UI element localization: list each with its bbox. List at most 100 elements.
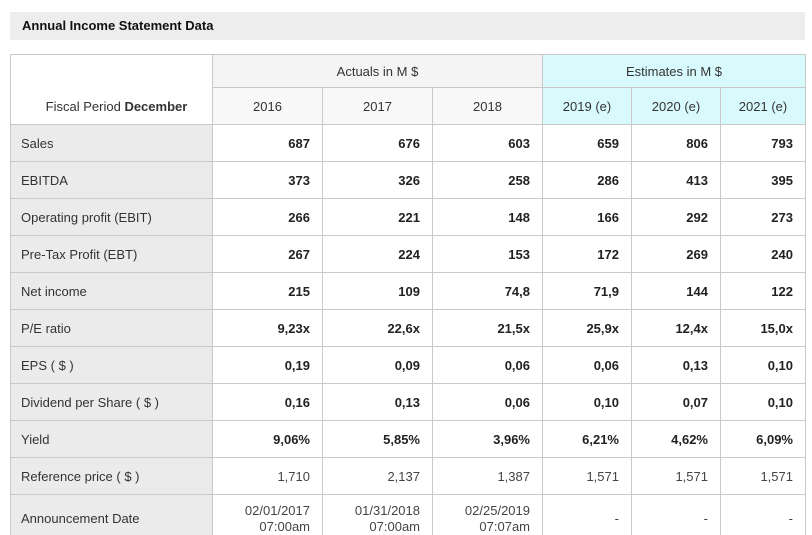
cell-value: 267: [212, 235, 323, 273]
row-label: Net income: [10, 272, 213, 310]
cell-value: 603: [432, 124, 543, 162]
cell-value: 0,16: [212, 383, 323, 421]
cell-value: 292: [631, 198, 721, 236]
cell-value: 144: [631, 272, 721, 310]
cell-value: 687: [212, 124, 323, 162]
cell-value: 122: [720, 272, 806, 310]
cell-value: 02/01/2017 07:00am: [212, 494, 323, 535]
row-label: EBITDA: [10, 161, 213, 199]
cell-value: 215: [212, 272, 323, 310]
cell-value: 5,85%: [322, 420, 433, 458]
cell-value: 0,19: [212, 346, 323, 384]
cell-value: 258: [432, 161, 543, 199]
cell-value: 2,137: [322, 457, 433, 495]
cell-value: 659: [542, 124, 632, 162]
column-header-2020e: 2020 (e): [631, 87, 721, 125]
cell-value: 0,10: [720, 383, 806, 421]
cell-value: 0,10: [720, 346, 806, 384]
cell-value: 6,21%: [542, 420, 632, 458]
row-label: EPS ( $ ): [10, 346, 213, 384]
cell-value: 166: [542, 198, 632, 236]
cell-value: 9,06%: [212, 420, 323, 458]
row-label: Yield: [10, 420, 213, 458]
cell-value: 395: [720, 161, 806, 199]
income-statement-panel: Annual Income Statement Data Fiscal Peri…: [10, 12, 806, 535]
table-row: EBITDA 373 326 258 286 413 395: [10, 161, 806, 199]
cell-value: 240: [720, 235, 806, 273]
cell-value: 413: [631, 161, 721, 199]
column-header-2019e: 2019 (e): [542, 87, 632, 125]
cell-value: 269: [631, 235, 721, 273]
cell-value: 1,571: [720, 457, 806, 495]
table-row: Announcement Date 02/01/2017 07:00am 01/31…: [10, 494, 806, 535]
cell-value: 1,571: [542, 457, 632, 495]
cell-value: 74,8: [432, 272, 543, 310]
cell-value: 0,09: [322, 346, 433, 384]
actuals-group-header: Actuals in M $: [212, 54, 543, 88]
cell-value: 12,4x: [631, 309, 721, 347]
column-header-2017: 2017: [322, 87, 433, 125]
table-row: Pre-Tax Profit (EBT) 267 224 153 172 269 240: [10, 235, 806, 273]
cell-value: -: [631, 494, 721, 535]
cell-value: 15,0x: [720, 309, 806, 347]
cell-value: 25,9x: [542, 309, 632, 347]
income-statement-table: Fiscal Period December Actuals in M $ Es…: [10, 54, 806, 535]
table-row: Dividend per Share ( $ ) 0,16 0,13 0,06 0,10…: [10, 383, 806, 421]
cell-value: 02/25/2019 07:07am: [432, 494, 543, 535]
fiscal-period-label: Fiscal Period: [45, 99, 121, 114]
cell-value: 373: [212, 161, 323, 199]
cell-value: 0,06: [542, 346, 632, 384]
row-label: Dividend per Share ( $ ): [10, 383, 213, 421]
cell-value: 4,62%: [631, 420, 721, 458]
cell-value: 153: [432, 235, 543, 273]
table-row: Reference price ( $ ) 1,710 2,137 1,387 1,57…: [10, 457, 806, 495]
cell-value: -: [720, 494, 806, 535]
cell-value: 793: [720, 124, 806, 162]
cell-value: 9,23x: [212, 309, 323, 347]
column-header-2016: 2016: [212, 87, 323, 125]
table-row: Yield 9,06% 5,85% 3,96% 6,21% 4,62% 6,09%: [10, 420, 806, 458]
fiscal-period-value: December: [124, 99, 188, 114]
cell-value: 0,13: [631, 346, 721, 384]
cell-value: 806: [631, 124, 721, 162]
column-header-2021e: 2021 (e): [720, 87, 806, 125]
cell-value: 22,6x: [322, 309, 433, 347]
cell-value: 1,571: [631, 457, 721, 495]
cell-value: 109: [322, 272, 433, 310]
row-label: Sales: [10, 124, 213, 162]
table-row: EPS ( $ ) 0,19 0,09 0,06 0,06 0,13 0,10: [10, 346, 806, 384]
row-label: Operating profit (EBIT): [10, 198, 213, 236]
cell-value: 286: [542, 161, 632, 199]
cell-value: 21,5x: [432, 309, 543, 347]
cell-value: 3,96%: [432, 420, 543, 458]
cell-value: 0,10: [542, 383, 632, 421]
cell-value: 148: [432, 198, 543, 236]
cell-value: 266: [212, 198, 323, 236]
cell-value: 221: [322, 198, 433, 236]
cell-value: 6,09%: [720, 420, 806, 458]
column-header-2018: 2018: [432, 87, 543, 125]
table-row: Net income 215 109 74,8 71,9 144 122: [10, 272, 806, 310]
fiscal-period-header: Fiscal Period December: [10, 54, 213, 125]
cell-value: 676: [322, 124, 433, 162]
table-row: Operating profit (EBIT) 266 221 148 166 292 27…: [10, 198, 806, 236]
cell-value: 0,06: [432, 346, 543, 384]
cell-value: 224: [322, 235, 433, 273]
cell-value: 71,9: [542, 272, 632, 310]
cell-value: 01/31/2018 07:00am: [322, 494, 433, 535]
cell-value: 326: [322, 161, 433, 199]
page-title: Annual Income Statement Data: [10, 12, 805, 40]
cell-value: 0,06: [432, 383, 543, 421]
table-row: Sales 687 676 603 659 806 793: [10, 124, 806, 162]
cell-value: 1,387: [432, 457, 543, 495]
cell-value: 172: [542, 235, 632, 273]
table-body: Sales 687 676 603 659 806 793 EBITDA 373 326 258 28…: [10, 124, 806, 535]
estimates-group-header: Estimates in M $: [542, 54, 806, 88]
table-row: P/E ratio 9,23x 22,6x 21,5x 25,9x 12,4x 15,0x: [10, 309, 806, 347]
cell-value: 0,13: [322, 383, 433, 421]
cell-value: 273: [720, 198, 806, 236]
row-label: P/E ratio: [10, 309, 213, 347]
row-label: Announcement Date: [10, 494, 213, 535]
cell-value: -: [542, 494, 632, 535]
row-label: Pre-Tax Profit (EBT): [10, 235, 213, 273]
